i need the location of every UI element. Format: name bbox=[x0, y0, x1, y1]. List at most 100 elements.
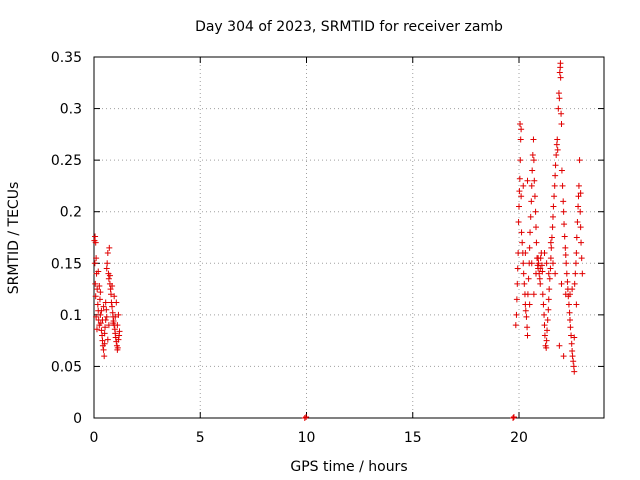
data-point bbox=[555, 90, 562, 97]
data-point bbox=[552, 172, 559, 179]
data-point bbox=[554, 136, 561, 143]
data-point bbox=[528, 260, 535, 267]
data-point bbox=[532, 208, 539, 215]
data-point bbox=[562, 252, 569, 259]
data-point bbox=[109, 303, 116, 310]
data-point bbox=[564, 278, 571, 285]
y-tick-label: 0.35 bbox=[51, 50, 82, 66]
data-point bbox=[556, 342, 563, 349]
y-tick-label: 0.15 bbox=[51, 256, 82, 272]
data-point bbox=[103, 265, 110, 272]
data-point bbox=[560, 208, 567, 215]
data-point bbox=[524, 177, 531, 184]
x-tick-label: 10 bbox=[298, 430, 316, 446]
data-point bbox=[518, 193, 525, 200]
data-point bbox=[562, 291, 569, 298]
data-point bbox=[98, 327, 105, 334]
data-point bbox=[111, 293, 118, 300]
data-point bbox=[101, 330, 108, 337]
data-point bbox=[572, 270, 579, 277]
data-point bbox=[577, 190, 584, 197]
data-point bbox=[524, 324, 531, 331]
data-point bbox=[553, 151, 560, 158]
data-point bbox=[554, 146, 561, 153]
chart-title: Day 304 of 2023, SRMTID for receiver zam… bbox=[195, 19, 503, 35]
data-point bbox=[93, 313, 100, 320]
data-point bbox=[514, 265, 521, 272]
data-point bbox=[577, 208, 584, 215]
data-point bbox=[116, 328, 123, 335]
data-point bbox=[517, 121, 524, 128]
data-point bbox=[562, 244, 569, 251]
data-point bbox=[571, 334, 578, 341]
data-point bbox=[114, 322, 121, 329]
data-point bbox=[556, 95, 563, 102]
data-point bbox=[539, 291, 546, 298]
data-point bbox=[94, 286, 101, 293]
data-point bbox=[533, 224, 539, 231]
data-point bbox=[525, 275, 532, 282]
data-point bbox=[533, 239, 540, 246]
data-point bbox=[113, 299, 120, 306]
data-point bbox=[547, 265, 554, 272]
data-point bbox=[546, 286, 553, 293]
data-point bbox=[553, 141, 560, 148]
data-point bbox=[537, 265, 544, 272]
data-point bbox=[93, 326, 100, 333]
data-point bbox=[105, 322, 112, 329]
data-point bbox=[103, 306, 110, 313]
y-tick-label: 0.25 bbox=[51, 153, 82, 169]
data-point bbox=[548, 244, 555, 251]
data-point bbox=[573, 301, 580, 308]
data-point bbox=[573, 249, 580, 256]
data-point bbox=[516, 203, 522, 210]
data-point bbox=[114, 344, 121, 351]
data-point bbox=[99, 337, 106, 344]
data-point bbox=[521, 280, 528, 287]
data-point bbox=[552, 270, 559, 277]
data-point bbox=[558, 167, 565, 174]
data-point bbox=[545, 270, 552, 277]
data-point bbox=[547, 239, 554, 246]
data-point bbox=[108, 291, 114, 298]
data-point bbox=[92, 233, 99, 240]
data-point bbox=[527, 213, 534, 220]
data-point bbox=[569, 353, 576, 360]
data-point bbox=[577, 224, 584, 231]
data-point bbox=[104, 260, 111, 267]
data-point bbox=[575, 182, 582, 189]
data-point bbox=[541, 311, 548, 318]
data-point bbox=[574, 219, 581, 226]
data-point bbox=[530, 157, 537, 164]
data-point bbox=[520, 182, 527, 189]
data-point bbox=[570, 363, 577, 370]
data-point bbox=[576, 157, 583, 164]
data-point bbox=[518, 126, 525, 133]
data-point bbox=[92, 239, 99, 246]
y-tick-label: 0.1 bbox=[60, 308, 82, 324]
x-axis-label: GPS time / hours bbox=[290, 459, 407, 475]
data-point bbox=[517, 157, 524, 164]
data-point bbox=[530, 291, 537, 298]
data-point bbox=[106, 272, 113, 279]
data-point bbox=[92, 293, 99, 300]
y-tick-label: 0.3 bbox=[60, 102, 82, 118]
data-point bbox=[557, 60, 564, 67]
data-point bbox=[536, 275, 543, 282]
data-point bbox=[96, 296, 103, 303]
data-point bbox=[97, 320, 104, 327]
y-tick-label: 0.2 bbox=[60, 205, 82, 221]
y-tick-label: 0 bbox=[73, 411, 82, 427]
data-point bbox=[571, 368, 578, 375]
data-point bbox=[103, 313, 110, 320]
data-point bbox=[101, 340, 108, 347]
data-point bbox=[566, 309, 573, 316]
data-point bbox=[541, 322, 548, 329]
data-point bbox=[527, 229, 534, 236]
data-point bbox=[524, 291, 531, 298]
data-point bbox=[110, 320, 117, 327]
data-point bbox=[101, 353, 108, 360]
data-point bbox=[96, 282, 103, 289]
